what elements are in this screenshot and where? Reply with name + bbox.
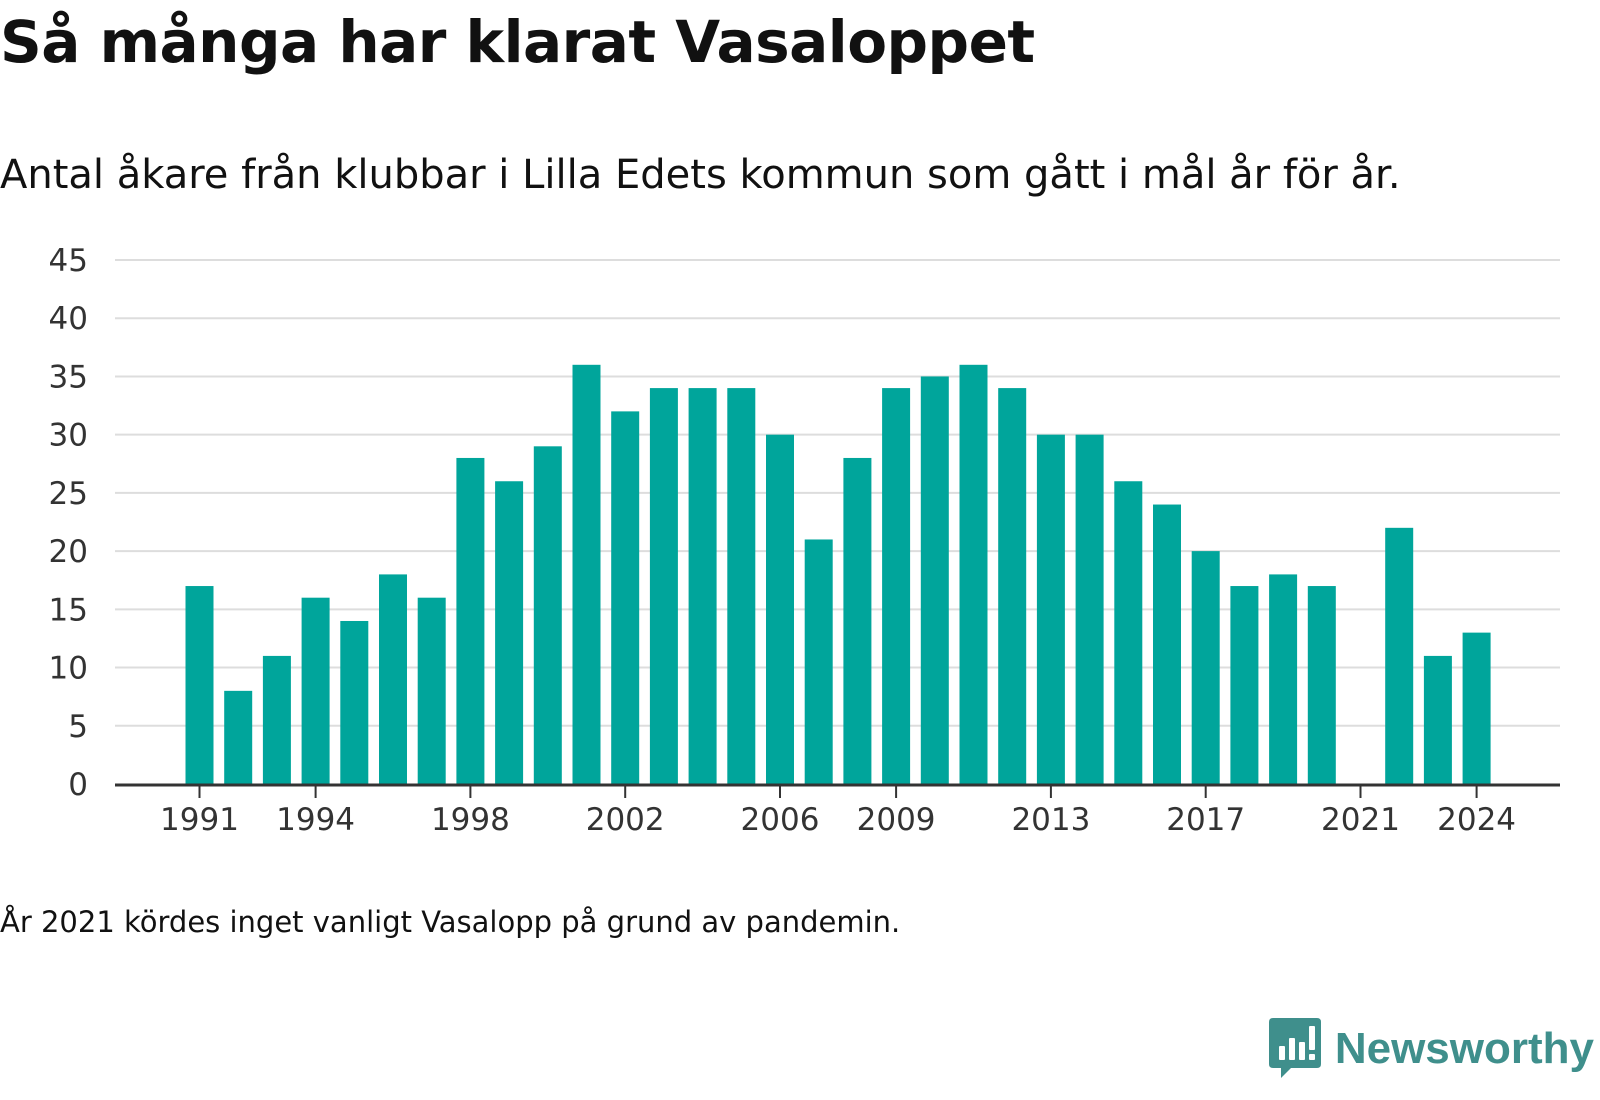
bar-2017 <box>1191 551 1220 784</box>
chart-subtitle: Antal åkare från klubbar i Lilla Edets k… <box>0 152 1401 198</box>
y-tick-label: 40 <box>49 301 88 337</box>
x-tick-label: 2021 <box>1321 802 1400 838</box>
bar-2008 <box>843 457 872 784</box>
bar-2002 <box>611 411 640 784</box>
bar-1991 <box>185 586 214 784</box>
y-tick-label: 25 <box>49 476 88 512</box>
bar-2023 <box>1423 655 1452 784</box>
x-tick-label: 2006 <box>741 802 820 838</box>
bar-2001 <box>572 364 601 784</box>
y-tick-label: 35 <box>49 359 88 395</box>
bar-1996 <box>379 574 407 784</box>
x-tick-label: 2013 <box>1011 802 1090 838</box>
y-tick-label: 45 <box>49 243 88 279</box>
bar-2013 <box>1036 434 1065 784</box>
bar-2019 <box>1269 574 1298 784</box>
footnote: År 2021 kördes inget vanligt Vasalopp på… <box>0 905 901 939</box>
bar-2007 <box>804 539 833 784</box>
x-tick-label: 1994 <box>276 802 355 838</box>
bar-2004 <box>688 388 717 784</box>
x-axis-ticks: 1991 1994 1998 2002 2006 2009 2013 2017 2021 2024 <box>160 786 1516 838</box>
bar-chart: 0 5 10 15 20 25 30 35 40 45 1991 1994 1998 2002 2006 2… <box>49 243 1560 838</box>
x-tick-label: 2017 <box>1166 802 1245 838</box>
y-axis-ticks: 0 5 10 15 20 25 30 35 40 45 <box>49 243 88 803</box>
x-tick-label: 1991 <box>160 802 239 838</box>
y-tick-label: 20 <box>49 534 88 570</box>
bar-2010 <box>920 376 949 784</box>
newsworthy-logo: Newsworthy <box>1268 1018 1594 1080</box>
bar-2015 <box>1114 481 1143 784</box>
x-tick-label: 2002 <box>586 802 665 838</box>
bar-2016 <box>1153 504 1181 784</box>
bar-2003 <box>649 388 678 784</box>
y-tick-label: 15 <box>49 592 88 628</box>
bar-2009 <box>882 388 911 784</box>
y-tick-label: 30 <box>49 418 88 454</box>
bar-1998 <box>456 457 485 784</box>
bar-2005 <box>727 388 756 784</box>
bar-1994 <box>301 597 330 784</box>
grid-lines <box>115 259 1560 727</box>
y-tick-label: 10 <box>49 651 88 687</box>
chart-title: Så många har klarat Vasaloppet <box>0 8 1035 76</box>
y-tick-label: 5 <box>68 709 88 745</box>
bar-1997 <box>417 597 446 784</box>
logo-text: Newsworthy <box>1334 1024 1594 1073</box>
bar-2000 <box>533 446 562 784</box>
bar-2012 <box>998 388 1027 784</box>
newsworthy-logo-icon <box>1268 1018 1321 1078</box>
bars <box>185 364 1491 784</box>
bar-1999 <box>495 481 524 784</box>
y-tick-label: 0 <box>68 767 88 803</box>
x-tick-label: 2009 <box>857 802 936 838</box>
x-tick-label: 1998 <box>431 802 510 838</box>
bar-2022 <box>1385 527 1414 784</box>
bar-2011 <box>959 364 988 784</box>
bar-2018 <box>1230 586 1259 784</box>
bar-2014 <box>1075 434 1104 784</box>
bar-2006 <box>766 434 794 784</box>
x-tick-label: 2024 <box>1437 802 1516 838</box>
bar-1992 <box>224 690 253 784</box>
bar-1993 <box>262 655 291 784</box>
bar-2024 <box>1462 632 1491 784</box>
bar-2020 <box>1307 586 1336 784</box>
bar-1995 <box>340 620 369 784</box>
